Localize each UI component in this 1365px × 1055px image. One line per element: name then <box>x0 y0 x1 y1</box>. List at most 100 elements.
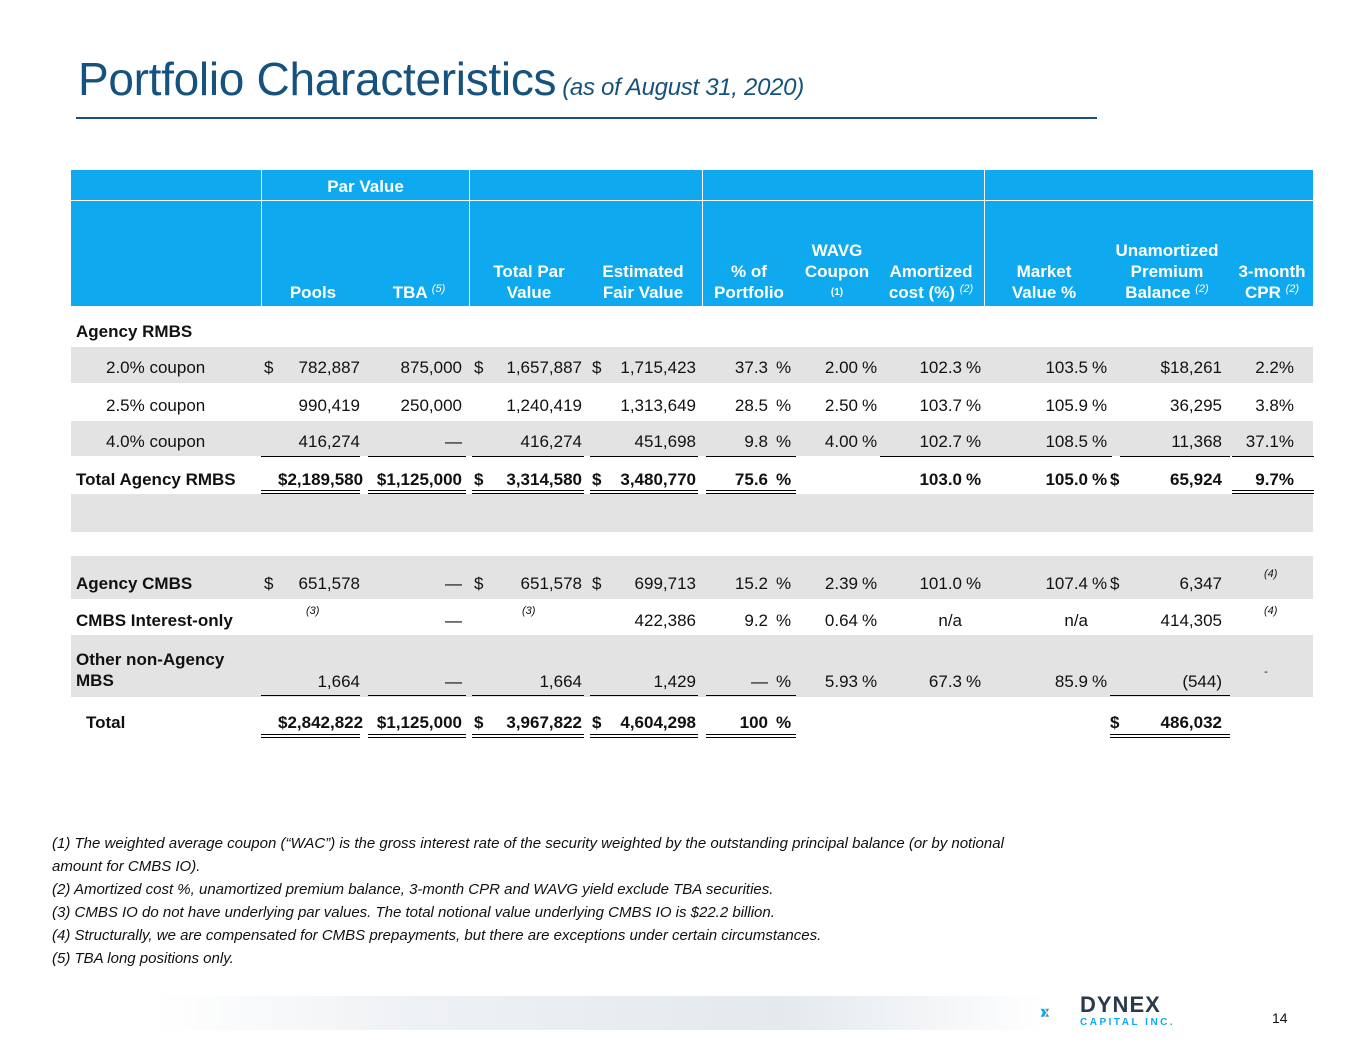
footnote: (5) TBA long positions only. <box>52 950 234 967</box>
header-pct-portfolio: % of Portfolio <box>714 262 784 302</box>
cell-amort: 102.7 <box>919 432 962 451</box>
cell-total: 651,578 <box>520 574 582 593</box>
section-agency-rmbs: Agency RMBS <box>76 322 193 341</box>
rule <box>472 695 584 696</box>
cell-amort: 103.7 <box>919 396 962 415</box>
cell-d4: $ <box>1110 470 1120 489</box>
footer-swoosh <box>150 996 1050 1030</box>
rule <box>590 695 698 696</box>
cell-cpr: 3.8% <box>1255 396 1294 415</box>
cell-wavg-sign: % <box>862 672 878 691</box>
page-number: 14 <box>1272 1010 1288 1026</box>
dynex-logo-icon <box>1040 1008 1050 1017</box>
footnote: (3) CMBS IO do not have underlying par v… <box>52 904 775 921</box>
row-band <box>71 556 1313 599</box>
row-label: 4.0% coupon <box>106 432 206 451</box>
rule <box>590 490 698 494</box>
rule <box>261 490 360 494</box>
cell-amort-sign: % <box>966 396 982 415</box>
cell-pct-sign: % <box>776 672 792 691</box>
cell-tba: — <box>445 672 462 691</box>
cell-d3: $ <box>592 574 602 593</box>
cell-d3: $ <box>592 470 602 489</box>
note-marker: - <box>1264 666 1268 678</box>
rule <box>1110 734 1230 738</box>
cell-amort-sign: % <box>966 574 982 593</box>
cell-pct: 9.8 <box>744 432 768 451</box>
cell-total: 3,967,822 <box>506 713 582 732</box>
cell-mkt: 103.5 <box>1045 358 1088 377</box>
header-divider <box>984 170 985 306</box>
cell-tba: $1,125,000 <box>376 713 462 732</box>
spacer-band <box>71 494 1313 532</box>
cell-cpr: 37.1% <box>1245 432 1294 451</box>
cell-mkt: 107.4 <box>1045 574 1088 593</box>
cell-amort: 67.3 <box>928 672 962 691</box>
cell-pct: 37.3 <box>734 358 768 377</box>
cell-pct: 100 <box>739 713 768 732</box>
cell-pools: 990,419 <box>298 396 360 415</box>
rule <box>706 695 796 696</box>
cell-total: 1,664 <box>539 672 582 691</box>
cell-d2: $ <box>474 713 484 732</box>
cell-unam: 414,305 <box>1160 611 1222 630</box>
cell-mkt-sign: % <box>1092 470 1108 489</box>
cell-pools: $2,189,580 <box>278 470 364 489</box>
cell-tba: — <box>445 432 462 451</box>
header-wavg-coupon: WAVG Coupon (1) <box>804 241 870 298</box>
header-pools: Pools <box>289 283 337 302</box>
row-label: Other non-Agency <box>76 650 225 669</box>
cell-amort-sign: % <box>966 672 982 691</box>
cell-total: 416,274 <box>520 432 582 451</box>
row-label: MBS <box>76 671 114 690</box>
cell-fair: 422,386 <box>634 611 696 630</box>
cell-pct: 9.2 <box>744 611 768 630</box>
rule <box>1110 695 1230 696</box>
cell-d4: $ <box>1110 574 1120 593</box>
cell-wavg: 5.93 <box>824 672 858 691</box>
cell-wavg: 2.00 <box>824 358 858 377</box>
cell-pct-sign: % <box>776 574 792 593</box>
header-divider <box>702 170 703 306</box>
cell-mkt-sign: % <box>1092 574 1108 593</box>
row-label: 2.5% coupon <box>106 396 206 415</box>
header-total-par: Total Par Value <box>493 262 565 302</box>
cell-tba: 875,000 <box>400 358 462 377</box>
header-divider <box>71 200 1313 201</box>
rule <box>368 490 466 494</box>
cell-fair: 1,715,423 <box>620 358 696 377</box>
title-underline <box>76 117 1097 119</box>
cell-wavg: 4.00 <box>824 432 858 451</box>
header-amortized-cost: Amortized cost (%) (2) <box>888 262 974 302</box>
cell-tba: — <box>445 574 462 593</box>
header-market-value: Market Value % <box>1011 262 1077 302</box>
rule <box>880 456 1112 457</box>
cell-total: 1,240,419 <box>506 396 582 415</box>
cell-pools: 416,274 <box>298 432 360 451</box>
cell-mkt: n/a <box>1064 611 1088 630</box>
note-marker: (4) <box>1264 605 1278 617</box>
cell-amort-sign: % <box>966 432 982 451</box>
row-band <box>71 421 1313 456</box>
cell-mkt: 108.5 <box>1045 432 1088 451</box>
rule <box>261 456 360 457</box>
cell-d2: $ <box>474 470 484 489</box>
cell-pools: 782,887 <box>298 358 360 377</box>
cell-tba: $1,125,000 <box>376 470 462 489</box>
cell-fair: 3,480,770 <box>620 470 696 489</box>
header-cpr: 3-month CPR (2) <box>1238 262 1306 302</box>
cell-cpr: 9.7% <box>1255 470 1294 489</box>
rule <box>1120 456 1230 457</box>
row-label: Agency CMBS <box>76 574 193 593</box>
cell-unam: 11,368 <box>1171 432 1222 451</box>
cell-cpr: 2.2% <box>1255 358 1294 377</box>
header-unamortized-premium: Unamortized Premium Balance (2) <box>1115 241 1219 302</box>
cell-fair: 451,698 <box>634 432 696 451</box>
rule <box>472 490 584 494</box>
cell-mkt: 105.0 <box>1045 470 1088 489</box>
rule <box>368 695 466 696</box>
footnote: (4) Structurally, we are compensated for… <box>52 927 822 944</box>
rule <box>368 734 466 738</box>
cell-pct: 15.2 <box>734 574 768 593</box>
footnotes: (1) The weighted average coupon (“WAC”) … <box>52 832 1004 970</box>
